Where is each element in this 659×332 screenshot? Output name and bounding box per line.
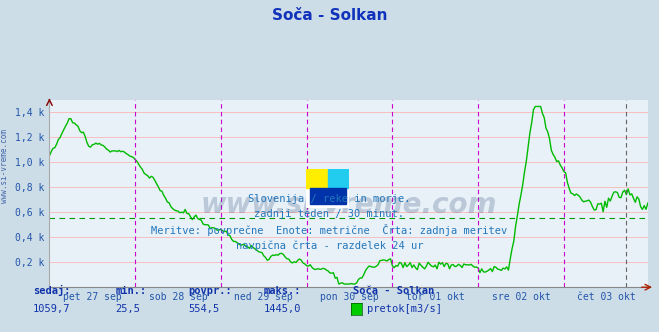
Text: pretok[m3/s]: pretok[m3/s] (367, 304, 442, 314)
Bar (306, 169, 328, 188)
Text: 25,5: 25,5 (115, 304, 140, 314)
Text: maks.:: maks.: (264, 286, 301, 296)
Bar (310, 188, 346, 205)
Text: 1445,0: 1445,0 (264, 304, 301, 314)
Text: 1059,7: 1059,7 (33, 304, 71, 314)
Text: Slovenija / reke in morje.
zadnji teden / 30 minut.
Meritve: povprečne  Enote: m: Slovenija / reke in morje. zadnji teden … (152, 194, 507, 251)
Text: povpr.:: povpr.: (188, 286, 231, 296)
Text: www.si-vreme.com: www.si-vreme.com (200, 191, 497, 219)
Text: Soča - Solkan: Soča - Solkan (353, 286, 434, 296)
Text: sedaj:: sedaj: (33, 285, 71, 296)
Text: www.si-vreme.com: www.si-vreme.com (0, 129, 9, 203)
Bar (328, 169, 349, 188)
Text: Soča - Solkan: Soča - Solkan (272, 8, 387, 23)
Text: min.:: min.: (115, 286, 146, 296)
Text: 554,5: 554,5 (188, 304, 219, 314)
